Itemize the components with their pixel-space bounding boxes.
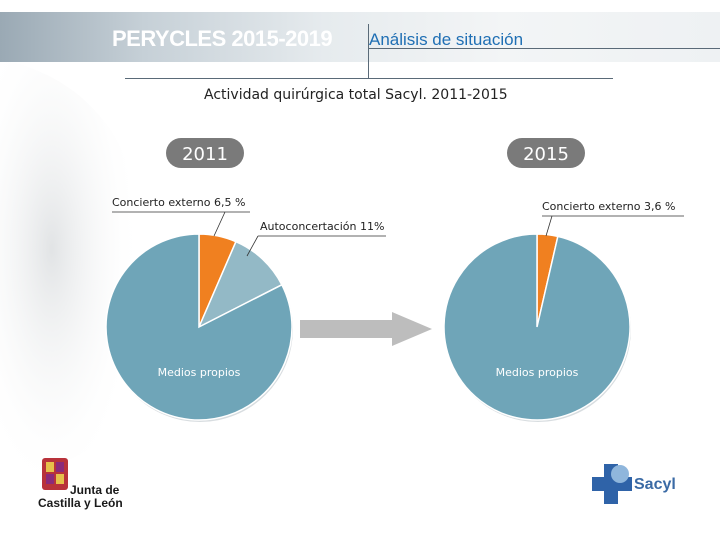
- trend-arrow: [300, 312, 432, 346]
- page-subtitle: Actividad quirúrgica total Sacyl. 2011-2…: [204, 87, 508, 103]
- label-autoconcertacion-2011: Autoconcertación 11%: [260, 220, 384, 233]
- brand-title: PERYCLES 2015-2019: [112, 26, 333, 51]
- subtitle-rule: [125, 78, 613, 79]
- label-medios-2011: Medios propios: [158, 366, 241, 379]
- label-medios-2015: Medios propios: [496, 366, 579, 379]
- year-badge-2015: 2015: [507, 138, 585, 168]
- logo-text-line1: Junta de: [70, 483, 120, 497]
- year-badge-2011: 2011: [166, 138, 244, 168]
- pie-2015: [443, 233, 631, 422]
- pie-2011: [105, 233, 293, 422]
- header-divider-vertical: [368, 24, 369, 78]
- pie-slice-2015-1: [443, 233, 631, 421]
- sacyl-logo-text: Sacyl: [634, 476, 676, 493]
- label-concierto-2011: Concierto externo 6,5 %: [112, 196, 245, 209]
- header-rule: [369, 48, 720, 49]
- section-title: Análisis de situación: [369, 30, 524, 49]
- header-band: [0, 12, 720, 62]
- year-badge-2015-label: 2015: [523, 144, 569, 165]
- logo-text-line2: Castilla y León: [38, 496, 123, 510]
- pie-slice-2011-2: [105, 233, 293, 421]
- year-badge-2011-label: 2011: [182, 144, 228, 165]
- label-concierto-2015: Concierto externo 3,6 %: [542, 200, 675, 213]
- sacyl-cross-icon: [592, 464, 632, 504]
- junta-castilla-leon-logo: [42, 458, 68, 490]
